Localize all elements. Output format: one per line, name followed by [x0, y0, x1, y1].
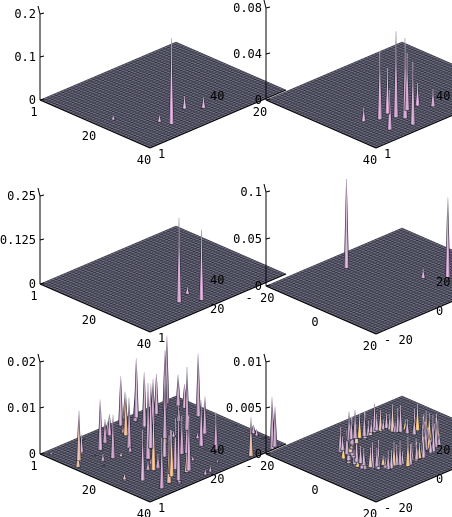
z-tick-label: 0.005	[226, 401, 262, 415]
z-tick-label: 0	[29, 447, 36, 461]
y-tick-label: 0	[436, 472, 443, 486]
y-tick-label: 1	[158, 331, 165, 345]
x-tick-label: 40	[137, 507, 151, 517]
x-tick-label: 20	[363, 507, 377, 517]
y-tick-label: 40	[210, 89, 224, 103]
z-tick-label: 0.125	[0, 233, 36, 247]
surface-mesh	[39, 225, 287, 333]
z-tick-label: 0.2	[14, 7, 36, 21]
y-tick-label: 1	[158, 147, 165, 161]
y-tick-label: 0	[436, 304, 443, 318]
y-tick-label: - 20	[384, 501, 413, 515]
y-tick-label: 20	[436, 275, 450, 289]
surface-mesh	[265, 227, 452, 335]
z-tick-label: 0.01	[233, 355, 262, 369]
z-tick-label: 0	[255, 93, 262, 107]
z-tick-label: 0.25	[7, 189, 36, 203]
y-tick-label: 40	[210, 273, 224, 287]
surface-panel-2: 0 0.04 0.08 20 40 1 40	[233, 0, 452, 167]
x-tick-label: 1	[30, 289, 37, 303]
x-tick-label: 20	[82, 313, 96, 327]
surface-panel-1: 0 0.1 0.2 1 20 40 1 40	[14, 5, 287, 167]
x-tick-label: 20	[363, 339, 377, 353]
y-tick-label: 20	[436, 443, 450, 457]
y-tick-label: 40	[210, 443, 224, 457]
z-tick-label: 0.01	[7, 401, 36, 415]
z-tick-label: 0	[255, 279, 262, 293]
z-tick-label: 0.1	[14, 50, 36, 64]
z-tick-label: 0	[29, 93, 36, 107]
z-tick-label: 0.05	[233, 232, 262, 246]
y-tick-label: 40	[436, 89, 450, 103]
y-tick-label: - 20	[384, 333, 413, 347]
z-tick-label: 0.1	[240, 185, 262, 199]
x-tick-label: - 20	[246, 459, 275, 473]
x-tick-label: 20	[253, 105, 267, 119]
x-tick-label: 1	[30, 459, 37, 473]
x-tick-label: 40	[137, 337, 151, 351]
z-tick-label: 0	[29, 277, 36, 291]
x-tick-label: - 20	[246, 291, 275, 305]
base-plane	[266, 228, 452, 334]
y-tick-label: 1	[158, 501, 165, 515]
x-tick-label: 20	[82, 483, 96, 497]
y-tick-label: 20	[210, 302, 224, 316]
z-tick-label: 0	[255, 447, 262, 461]
y-tick-label: 20	[210, 472, 224, 486]
z-tick-label: 0.04	[233, 47, 262, 61]
x-tick-label: 40	[363, 153, 377, 167]
y-tick-label: 1	[384, 147, 391, 161]
x-tick-label: 0	[311, 483, 318, 497]
surface-panel-3: 0 0.125 0.25 1 20 40 1 20 40	[0, 187, 287, 351]
surface-panel-5: 0 0.01 0.02 1 20 40 1 20 40	[7, 335, 287, 517]
x-tick-label: 1	[30, 105, 37, 119]
z-tick-label: 0.08	[233, 1, 262, 15]
x-tick-label: 20	[82, 129, 96, 143]
z-tick-label: 0.02	[7, 355, 36, 369]
x-tick-label: 0	[311, 315, 318, 329]
surface-mesh	[39, 41, 287, 149]
x-tick-label: 40	[137, 153, 151, 167]
